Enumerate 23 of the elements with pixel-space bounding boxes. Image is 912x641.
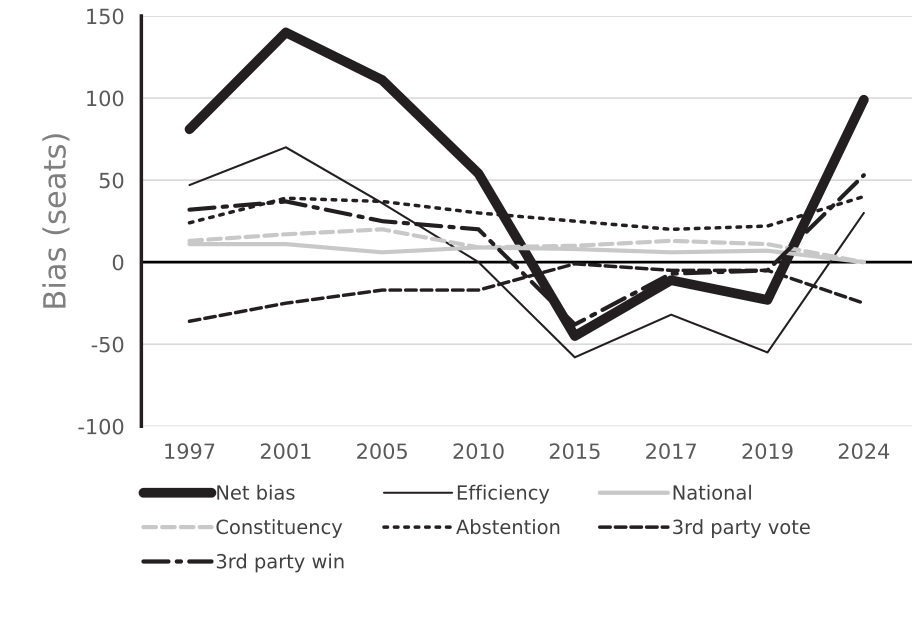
- x-tick-label: 2001: [260, 443, 310, 460]
- x-tick-label: 2024: [838, 443, 890, 460]
- legend-label: 3rd party vote: [673, 519, 810, 538]
- x-tick-label: 2005: [357, 443, 407, 460]
- legend-label: 3rd party win: [216, 554, 344, 572]
- y-tick-label: 0: [112, 254, 124, 270]
- y-tick-label: -100: [78, 418, 124, 434]
- legend-label: Constituency: [216, 519, 342, 538]
- y-tick-label: -50: [92, 336, 124, 352]
- x-tick-label: 2017: [646, 443, 696, 460]
- y-tick-label: 50: [100, 172, 124, 188]
- y-axis-title: Bias (seats): [42, 134, 70, 308]
- line-series: [188, 146, 865, 358]
- y-tick-label: 150: [87, 8, 124, 24]
- x-tick-label: 2019: [742, 443, 793, 460]
- legend-label: Efficiency: [458, 484, 550, 504]
- x-tick-label: 1997: [165, 443, 214, 460]
- legend-label: Abstention: [456, 519, 560, 534]
- y-tick-label: 100: [87, 90, 124, 106]
- x-tick-label: 2015: [550, 443, 600, 460]
- x-tick-label: 2010: [454, 443, 504, 460]
- legend-label: Net bias: [217, 484, 295, 500]
- legend-label: National: [674, 484, 751, 500]
